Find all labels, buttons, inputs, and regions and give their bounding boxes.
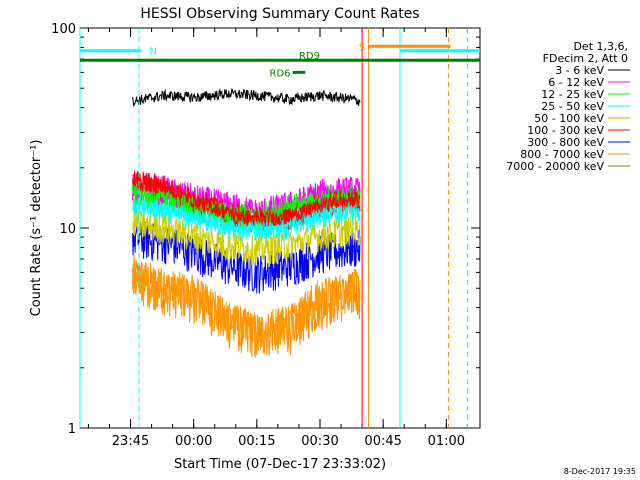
legend-entry-label: 25 - 50 keV	[541, 100, 604, 113]
legend-entry-label: 50 - 100 keV	[534, 112, 604, 125]
rd6-label: RD6	[270, 68, 291, 79]
series-line-300-800-kev	[132, 221, 361, 294]
x-tick-label: 00:15	[238, 434, 275, 449]
x-tick-label: 01:00	[428, 434, 465, 449]
footer-timestamp: 8-Dec-2017 19:35	[564, 467, 636, 476]
legend-entry-label: 12 - 25 keV	[541, 88, 604, 101]
x-tick-label: 00:00	[175, 434, 212, 449]
s-label: S	[359, 42, 365, 53]
series-line-6-12-kev	[132, 173, 361, 228]
legend-entry-label: 800 - 7000 keV	[520, 148, 604, 161]
y-tick-label: 1	[68, 422, 76, 437]
series-group	[132, 88, 361, 359]
legend-entry-label: 6 - 12 keV	[548, 76, 604, 89]
legend-entry-label: 7000 - 20000 keV	[506, 160, 604, 173]
axes: 23:45 00:00 00:15 00:30 00:45 01:00 1 10 100	[51, 22, 481, 449]
legend-entry-label: 3 - 6 keV	[555, 64, 604, 77]
series-line-overlay	[132, 176, 361, 227]
legend-entry-label: 300 - 800 keV	[527, 136, 604, 149]
y-tick-label: 10	[59, 222, 76, 237]
legend-entry-label: 100 - 300 keV	[527, 124, 604, 137]
series-line-50-100-kev	[132, 262, 361, 359]
y-tick-label: 100	[51, 22, 76, 37]
annotations: N S RD9 RD6	[79, 28, 480, 428]
legend-header: FDecim 2, Att 0	[543, 52, 628, 65]
chart-title: HESSI Observing Summary Count Rates	[140, 6, 419, 22]
rd9-label: RD9	[299, 51, 320, 62]
x-tick-label: 00:30	[301, 434, 338, 449]
y-axis-label: Count Rate (s⁻¹ detector⁻¹)	[29, 140, 44, 317]
x-tick-label: 00:45	[364, 434, 401, 449]
x-tick-label: 23:45	[112, 434, 149, 449]
series-line-3-6-kev	[132, 88, 361, 107]
x-axis-label: Start Time (07-Dec-17 23:33:02)	[174, 457, 386, 472]
n-label: N	[149, 47, 156, 58]
legend-header: Det 1,3,6,	[573, 40, 628, 53]
series-line-band	[132, 210, 361, 266]
